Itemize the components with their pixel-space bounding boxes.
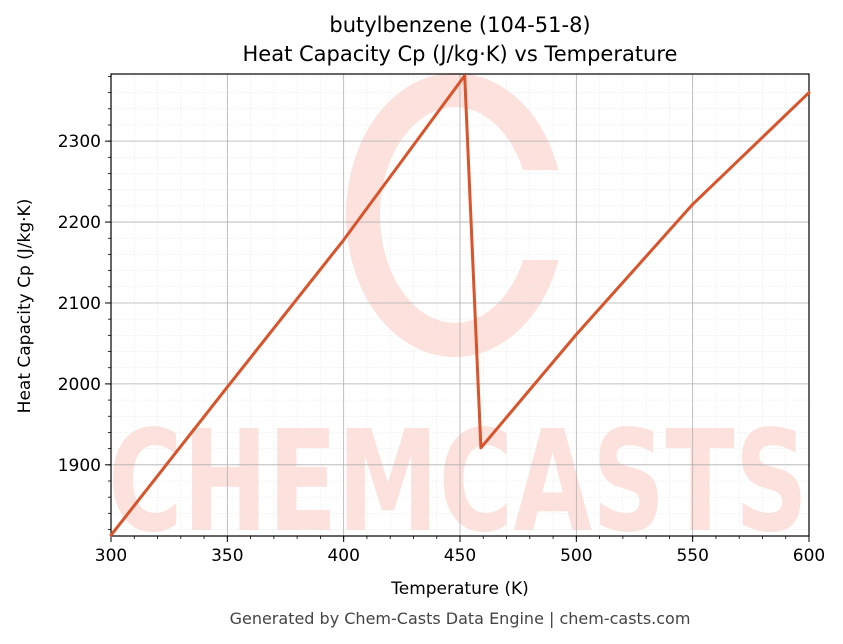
x-axis-tick-labels: 300 350 400 450 500 550 600: [95, 546, 825, 566]
y-axis-label: Heat Capacity Cp (J/kg·K): [15, 199, 35, 414]
y-axis-tick-labels: 1900 2000 2100 2200 2300: [58, 132, 101, 476]
footer-credit: Generated by Chem-Casts Data Engine | ch…: [230, 609, 691, 628]
series-layer: [109, 74, 811, 537]
y-tick-label: 1900: [58, 456, 101, 476]
chart-title: butylbenzene (104-51-8): [329, 13, 590, 37]
chart-subtitle: Heat Capacity Cp (J/kg·K) vs Temperature: [243, 42, 678, 66]
x-tick-label: 300: [95, 546, 127, 566]
y-tick-label: 2000: [58, 375, 101, 395]
x-axis-label: Temperature (K): [390, 579, 529, 599]
y-axis-ticks: [105, 76, 111, 530]
x-tick-label: 350: [211, 546, 243, 566]
x-tick-label: 500: [560, 546, 592, 566]
y-tick-label: 2300: [58, 132, 101, 152]
x-tick-label: 550: [676, 546, 708, 566]
y-tick-label: 2200: [58, 213, 101, 233]
watermark-text: CHEMCASTS: [108, 401, 808, 564]
x-axis-ticks: [110, 536, 810, 542]
y-tick-label: 2100: [58, 294, 101, 314]
x-tick-label: 600: [793, 546, 825, 566]
watermark-logo-icon: [346, 73, 590, 357]
x-tick-label: 400: [327, 546, 359, 566]
watermark: CHEMCASTS: [108, 73, 808, 564]
heat-capacity-series-line: [109, 74, 811, 537]
x-tick-label: 450: [444, 546, 476, 566]
